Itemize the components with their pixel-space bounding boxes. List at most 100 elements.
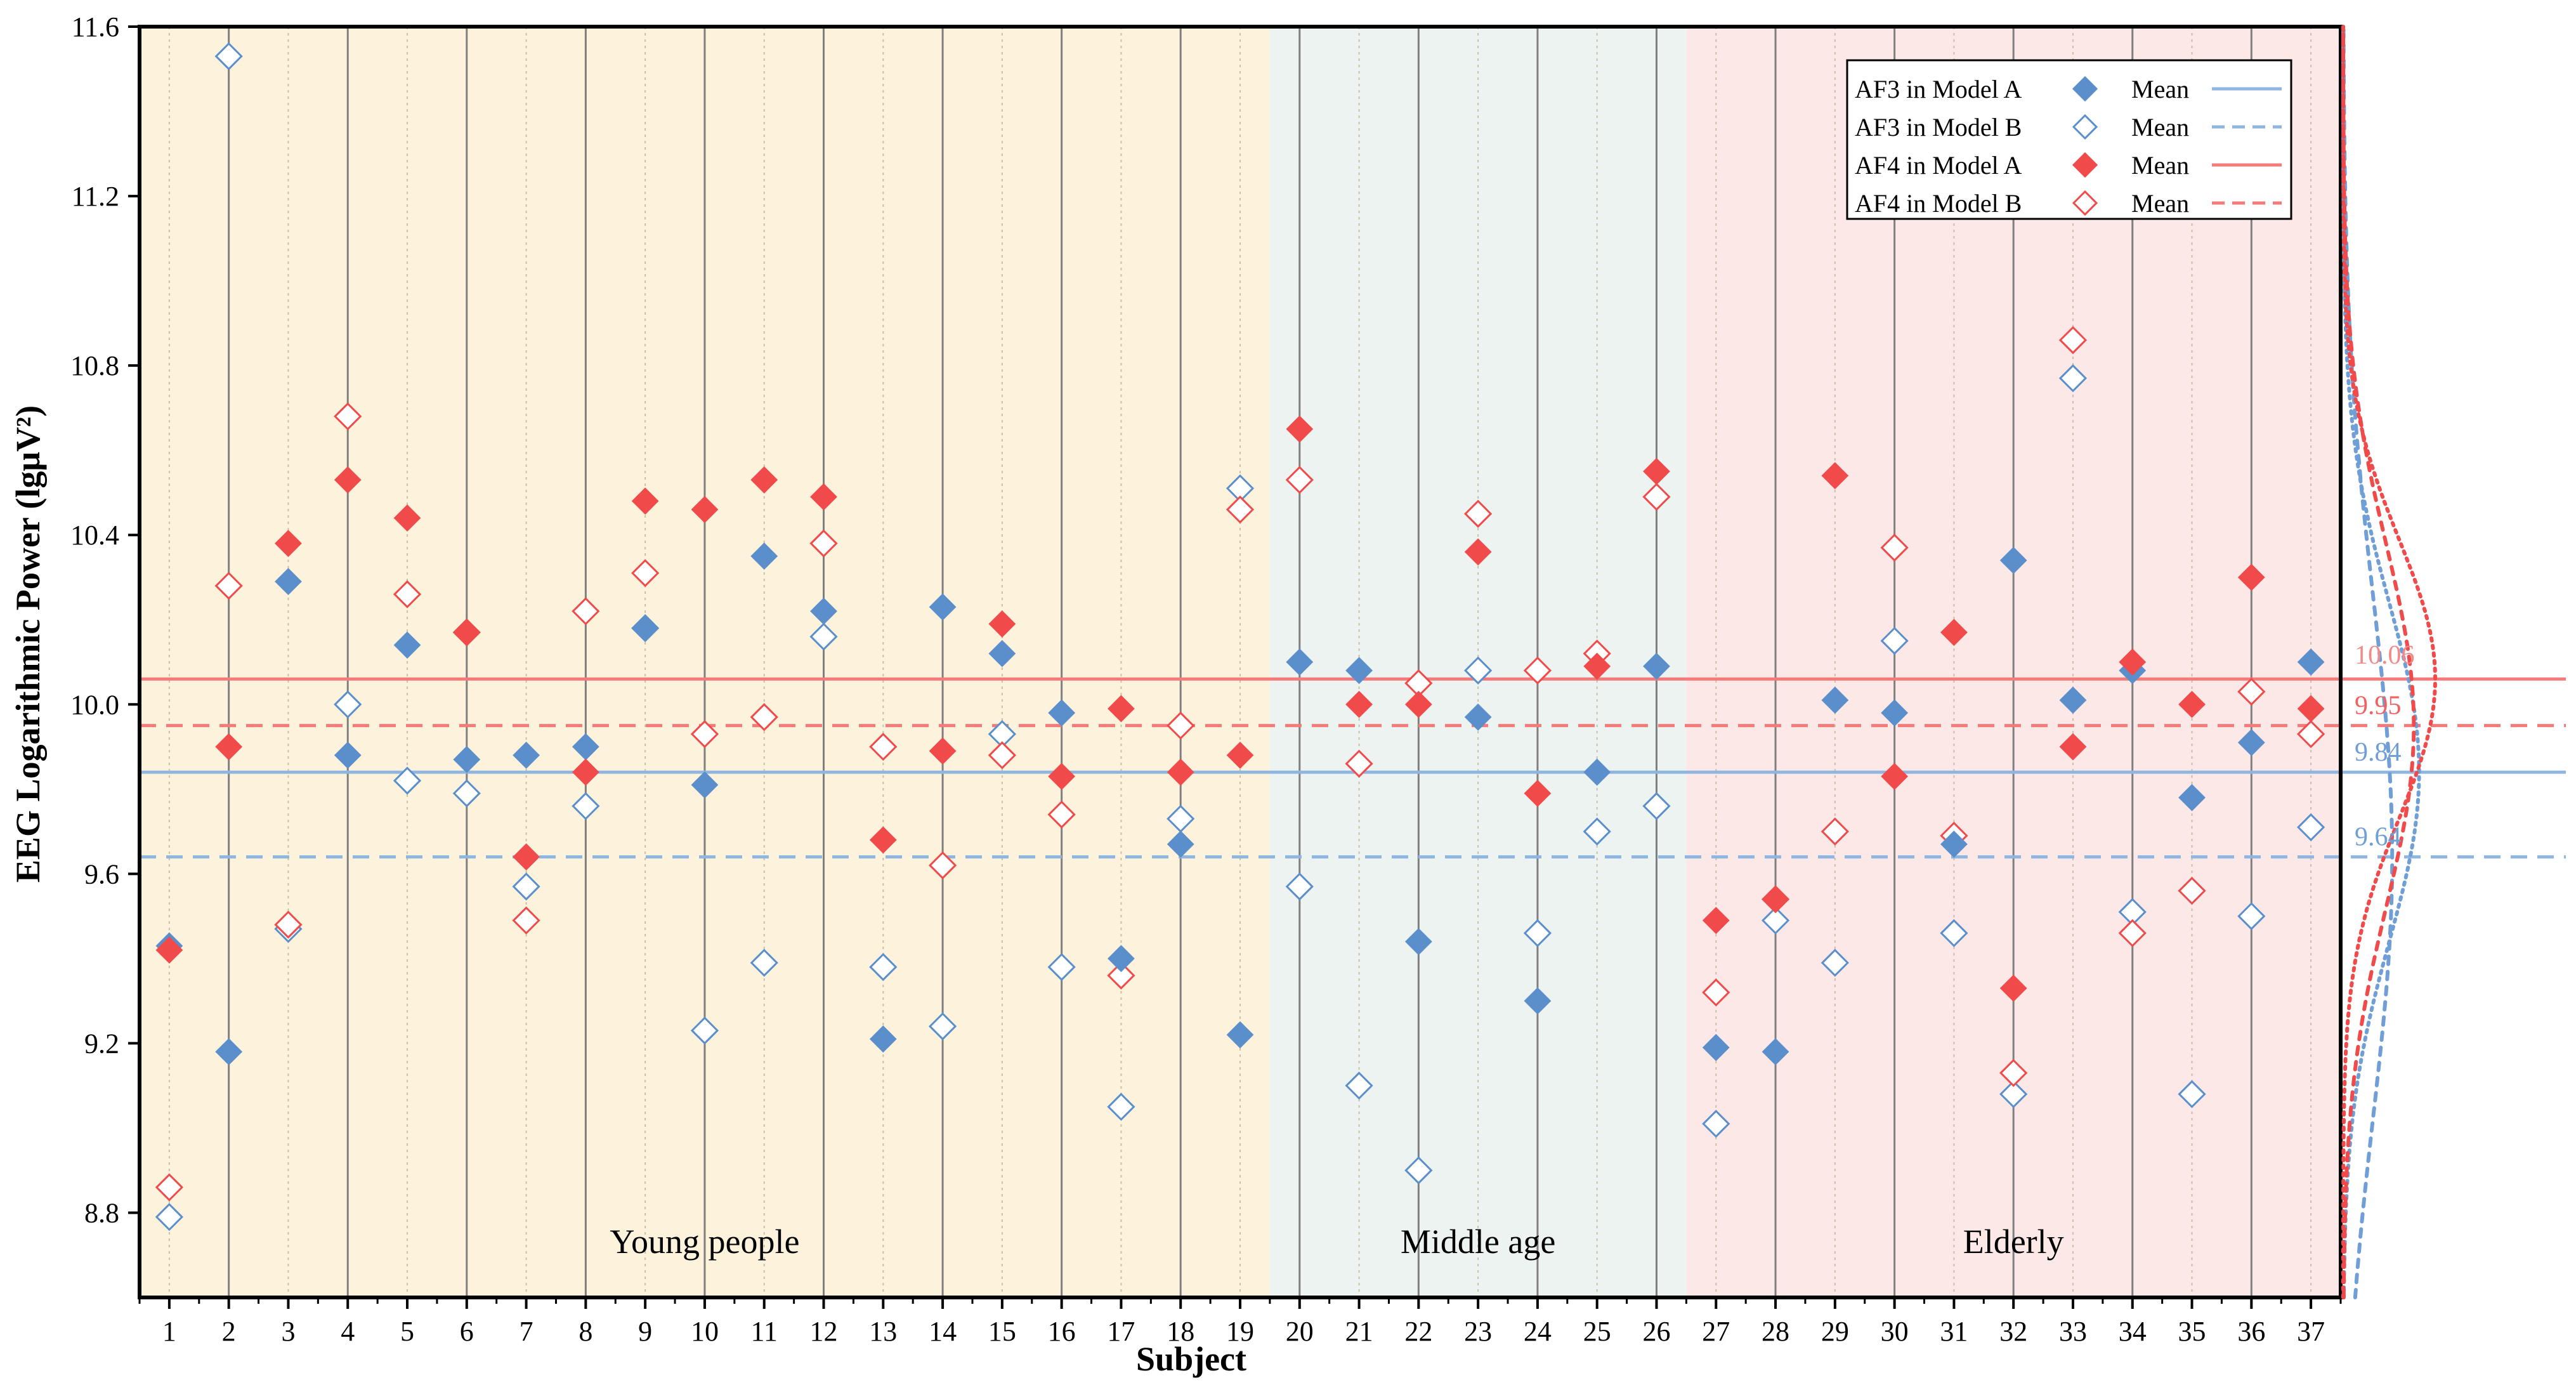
data-point bbox=[275, 568, 302, 596]
data-point bbox=[572, 758, 599, 786]
data-point bbox=[1880, 626, 1909, 655]
x-tick-label: 27 bbox=[1702, 1316, 1730, 1347]
legend-marker bbox=[2072, 152, 2098, 178]
data-point bbox=[2237, 728, 2265, 756]
data-point bbox=[1345, 749, 1373, 778]
x-tick-label: 1 bbox=[162, 1316, 176, 1347]
data-point bbox=[393, 631, 421, 659]
data-point bbox=[750, 466, 778, 494]
x-tick-label: 2 bbox=[222, 1316, 236, 1347]
data-point bbox=[1048, 699, 1076, 727]
x-tick-label: 33 bbox=[2059, 1316, 2087, 1347]
data-point bbox=[869, 826, 897, 854]
x-tick-label: 25 bbox=[1583, 1316, 1611, 1347]
x-tick-label: 15 bbox=[988, 1316, 1016, 1347]
legend-label: AF4 in Model B bbox=[1855, 189, 2022, 218]
data-point bbox=[1524, 780, 1552, 807]
data-point bbox=[809, 529, 838, 558]
data-point bbox=[1642, 482, 1671, 511]
y-tick-label: 11.2 bbox=[72, 181, 119, 212]
data-point bbox=[1583, 817, 1611, 846]
data-point bbox=[869, 953, 898, 981]
data-point bbox=[275, 530, 302, 557]
data-point bbox=[810, 597, 837, 625]
data-point bbox=[2058, 364, 2088, 393]
data-point bbox=[1583, 652, 1611, 680]
data-point bbox=[1226, 1021, 1254, 1049]
data-point bbox=[809, 622, 838, 651]
x-tick-label: 28 bbox=[1762, 1316, 1789, 1347]
x-tick-label: 4 bbox=[341, 1316, 355, 1347]
x-tick-label: 32 bbox=[1999, 1316, 2027, 1347]
data-point bbox=[928, 851, 957, 880]
data-point bbox=[1167, 711, 1195, 740]
data-point bbox=[2059, 686, 2087, 714]
data-point bbox=[1048, 763, 1076, 791]
distribution-curves bbox=[2341, 25, 2438, 1299]
mean-lines bbox=[140, 677, 2566, 859]
data-point bbox=[393, 580, 422, 608]
x-tick-label: 20 bbox=[1286, 1316, 1314, 1347]
data-point bbox=[750, 948, 778, 977]
group-label-2: Elderly bbox=[1963, 1223, 2064, 1261]
data-point bbox=[2237, 902, 2266, 931]
data-point bbox=[2297, 695, 2325, 723]
data-point bbox=[1999, 1059, 2028, 1087]
data-point bbox=[1404, 1156, 1433, 1185]
x-tick-label: 21 bbox=[1345, 1316, 1373, 1347]
data-point bbox=[1821, 686, 1849, 714]
x-tick-label: 23 bbox=[1464, 1316, 1492, 1347]
data-point bbox=[1821, 948, 1849, 977]
data-point bbox=[1940, 619, 1968, 647]
group-labels: Young people Middle age Elderly bbox=[610, 1223, 2063, 1261]
y-tick-label: 10.0 bbox=[70, 689, 119, 720]
group-label-0: Young people bbox=[610, 1223, 799, 1261]
data-point bbox=[2296, 719, 2325, 749]
data-point bbox=[1999, 975, 2027, 1002]
mean-value-labels: 9.84 9.64 10.06 9.95 bbox=[2355, 641, 2415, 851]
data-point bbox=[572, 792, 600, 820]
data-point bbox=[1999, 1080, 2028, 1108]
data-point bbox=[1821, 462, 1849, 490]
data-point bbox=[1286, 415, 1314, 443]
data-point bbox=[155, 1173, 184, 1202]
data-point bbox=[393, 766, 422, 795]
legend: AF3 in Model A Mean AF3 in Model B Mean AF4 … bbox=[1846, 59, 2292, 220]
data-point bbox=[334, 466, 362, 494]
x-tick-label: 5 bbox=[400, 1316, 414, 1347]
data-point bbox=[1940, 830, 1968, 858]
data-point bbox=[929, 593, 957, 621]
data-point bbox=[2118, 919, 2147, 947]
data-point bbox=[155, 936, 183, 964]
data-point bbox=[1464, 499, 1493, 528]
x-tick-label: 16 bbox=[1048, 1316, 1076, 1347]
data-point bbox=[1880, 534, 1909, 562]
x-tick-label: 37 bbox=[2297, 1316, 2325, 1347]
y-axis-title: EEG Logarithmic Power (lgμV²) bbox=[9, 405, 47, 883]
data-point bbox=[1464, 538, 1492, 566]
x-tick-label: 19 bbox=[1226, 1316, 1254, 1347]
mean-value-label-1: 9.64 bbox=[2355, 823, 2402, 852]
x-tick-label: 11 bbox=[751, 1316, 778, 1347]
data-point bbox=[1167, 758, 1194, 786]
data-point bbox=[572, 597, 600, 626]
data-point bbox=[334, 690, 362, 719]
x-tick-label: 31 bbox=[1940, 1316, 1968, 1347]
mean-value-label-0: 9.84 bbox=[2355, 738, 2402, 767]
data-point bbox=[2237, 678, 2266, 706]
data-point bbox=[453, 745, 481, 773]
data-point bbox=[1047, 953, 1076, 981]
legend-label: AF3 in Model B bbox=[1855, 113, 2022, 141]
data-point bbox=[1464, 703, 1492, 731]
data-point bbox=[334, 741, 362, 769]
x-tick-label: 6 bbox=[460, 1316, 474, 1347]
x-tick-label: 36 bbox=[2237, 1316, 2265, 1347]
legend-mean-label: Mean bbox=[2131, 151, 2189, 180]
data-point bbox=[988, 741, 1016, 770]
mean-value-label-3: 9.95 bbox=[2355, 692, 2402, 721]
data-point bbox=[1108, 695, 1135, 723]
x-tick-label: 22 bbox=[1404, 1316, 1432, 1347]
subject-gridlines bbox=[168, 27, 2312, 1297]
y-tick-label: 8.8 bbox=[84, 1197, 119, 1228]
x-tick-label: 9 bbox=[638, 1316, 652, 1347]
